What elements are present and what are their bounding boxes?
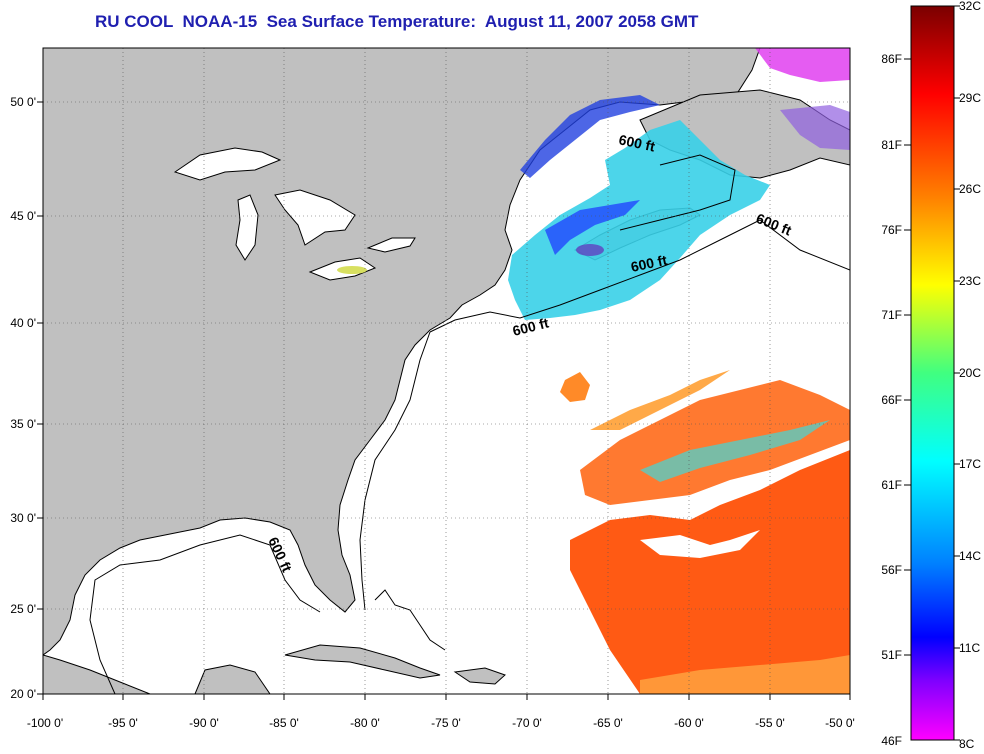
sst-magenta-northeast [755,48,850,82]
sst-white-gap [640,530,760,558]
depth-contour-line-north [619,154,736,231]
sst-small-warm-blob [560,372,590,402]
sst-yellow-fringe [640,655,850,694]
land-yucatan [43,654,271,694]
lat-label: 50 0' [10,95,36,109]
fahrenheit-label: 46F [881,734,902,748]
lat-label: 40 0' [10,316,36,330]
fahrenheit-label: 61F [881,478,902,492]
lon-label: -85 0' [269,716,299,730]
lat-label: 25 0' [10,602,36,616]
lon-label: -65 0' [593,716,623,730]
lat-label: 35 0' [10,417,36,431]
fahrenheit-label: 76F [881,223,902,237]
map-ticks [37,101,851,700]
temperature-colorbar [910,5,955,741]
lon-label: -100 0' [27,716,63,730]
sst-blue-cold-spot [576,244,604,256]
lon-label: -60 0' [674,716,704,730]
depth-contour-line-southeast [359,331,431,611]
fahrenheit-label: 66F [881,393,902,407]
sst-orange-streaks [590,370,730,430]
depth-contour-label: 600 ft [629,252,668,275]
celsius-label: 17C [959,457,981,471]
lake-erie-warm-patch [337,266,367,274]
sst-cold-band-north [520,95,660,178]
sst-warm-region-south [570,450,850,694]
depth-contour-line-east-coast [429,219,850,333]
fahrenheit-label: 56F [881,563,902,577]
celsius-label: 29C [959,91,981,105]
land-cuba [284,644,441,679]
celsius-label: 14C [959,549,981,563]
celsius-label: 20C [959,366,981,380]
land-bahamas [374,589,446,651]
fahrenheit-label: 51F [881,648,902,662]
sst-cold-band-blue [545,200,640,255]
lon-label: -50 0' [825,716,855,730]
lake-superior [173,147,282,181]
lon-label: -95 0' [108,716,138,730]
celsius-label: 32C [959,0,981,13]
celsius-label: 26C [959,182,981,196]
fahrenheit-label: 71F [881,308,902,322]
sst-magenta-newfoundland [780,105,850,150]
fahrenheit-label: 86F [881,52,902,66]
depth-contour-line-gulf [89,534,321,694]
sst-cyan-filaments [640,420,830,482]
map-title: RU COOL NOAA-15 Sea Surface Temperature:… [95,12,699,31]
lon-label: -70 0' [512,716,542,730]
celsius-label: 23C [959,274,981,288]
lake-huron [274,189,356,246]
fahrenheit-label: 81F [881,138,902,152]
lon-label: -75 0' [431,716,461,730]
lon-label: -80 0' [350,716,380,730]
celsius-label: 11C [959,641,980,655]
lat-label: 30 0' [10,511,36,525]
celsius-label: 8C [959,737,975,751]
land-hispaniola [453,667,506,685]
depth-contour-label: 600 ft [617,131,656,154]
sst-cool-region [508,120,770,320]
colorbar-ticks [904,5,960,741]
lake-ontario [366,237,416,253]
lat-label: 45 0' [10,209,36,223]
map-gridlines [43,48,850,694]
lon-label: -90 0' [189,716,219,730]
lat-label: 20 0' [10,687,36,701]
lake-michigan [235,194,259,261]
lon-label: -55 0' [755,716,785,730]
